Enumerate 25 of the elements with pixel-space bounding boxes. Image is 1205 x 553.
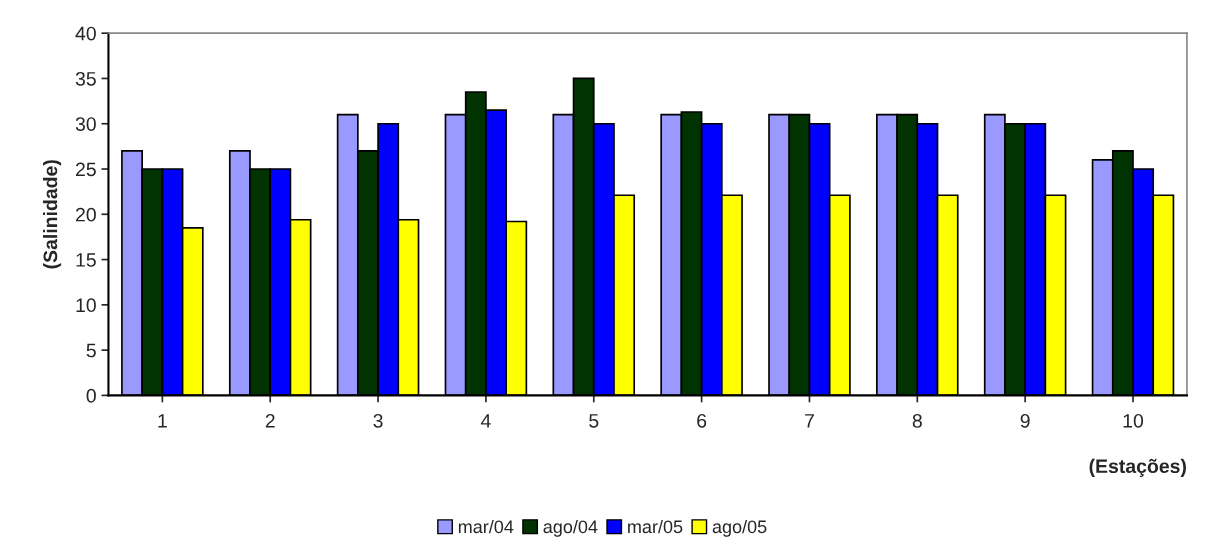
legend-label: mar/05 (628, 519, 683, 534)
legend-label: mar/04 (458, 519, 514, 534)
legend-label: ago/05 (712, 519, 767, 537)
y-tick-label: 40 (75, 26, 96, 41)
x-tick-label: 10 (1123, 413, 1144, 428)
y-tick-label: 15 (76, 253, 96, 267)
x-tick-label: 7 (805, 414, 814, 428)
y-tick-label: 30 (75, 117, 96, 131)
x-tick-label: 1 (158, 414, 167, 428)
y-tick-label: 5 (86, 343, 96, 358)
y-tick-label: 0 (86, 388, 96, 403)
x-tick-label: 6 (697, 413, 707, 428)
x-tick-label: 9 (1020, 413, 1030, 428)
x-tick-label: 5 (589, 414, 599, 428)
y-tick-label: 25 (76, 162, 96, 177)
legend-label: ago/04 (543, 519, 598, 537)
x-tick-label: 8 (912, 413, 922, 428)
x-tick-label: 2 (265, 413, 275, 428)
x-tick-label: 3 (373, 413, 383, 428)
y-tick-label: 20 (76, 207, 96, 222)
y-tick-label: 10 (76, 298, 96, 313)
y-tick-label: 35 (75, 71, 96, 86)
y-axis-title: (Salinidade) (43, 160, 62, 269)
x-tick-label: 4 (480, 414, 491, 428)
x-axis-title: (Estações) (1089, 458, 1186, 477)
